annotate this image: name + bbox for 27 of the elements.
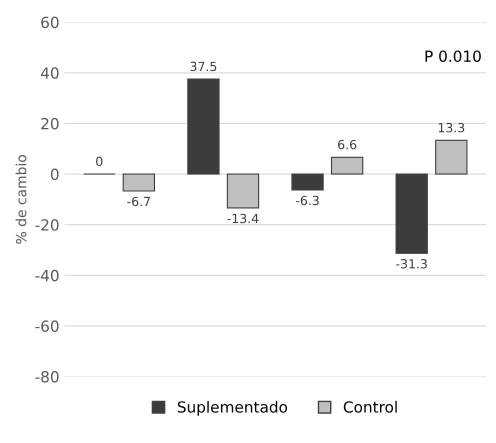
legend-label: Suplementado (178, 400, 288, 416)
bar (435, 140, 468, 175)
bar (396, 173, 428, 254)
y-tick-label: -20 (35, 219, 59, 231)
bar (291, 173, 324, 191)
y-tick-label: 0 (50, 168, 59, 180)
data-label: 6.6 (338, 140, 356, 150)
data-label: -31.3 (396, 259, 427, 268)
y-tick-label: -60 (35, 320, 59, 332)
bar (187, 78, 220, 175)
bar (226, 173, 260, 209)
y-tick-label: -40 (35, 270, 59, 282)
data-label: -6.3 (296, 196, 319, 206)
annotation: P 0.010 (426, 50, 481, 62)
data-label: -13.4 (227, 214, 258, 224)
data-label: 13.3 (438, 122, 464, 132)
legend-label: Control (344, 400, 397, 413)
bar (330, 156, 364, 175)
data-label: 37.5 (190, 62, 216, 72)
y-tick-label: -80 (35, 371, 59, 383)
y-tick-label: 60 (41, 16, 59, 28)
y-tick-label: 40 (40, 67, 59, 79)
data-label: 0 (96, 156, 102, 166)
bar (122, 173, 156, 192)
y-axis-title: % de cambio (16, 154, 26, 244)
y-tick-label: 20 (41, 118, 59, 130)
data-label: -6.7 (127, 196, 150, 206)
